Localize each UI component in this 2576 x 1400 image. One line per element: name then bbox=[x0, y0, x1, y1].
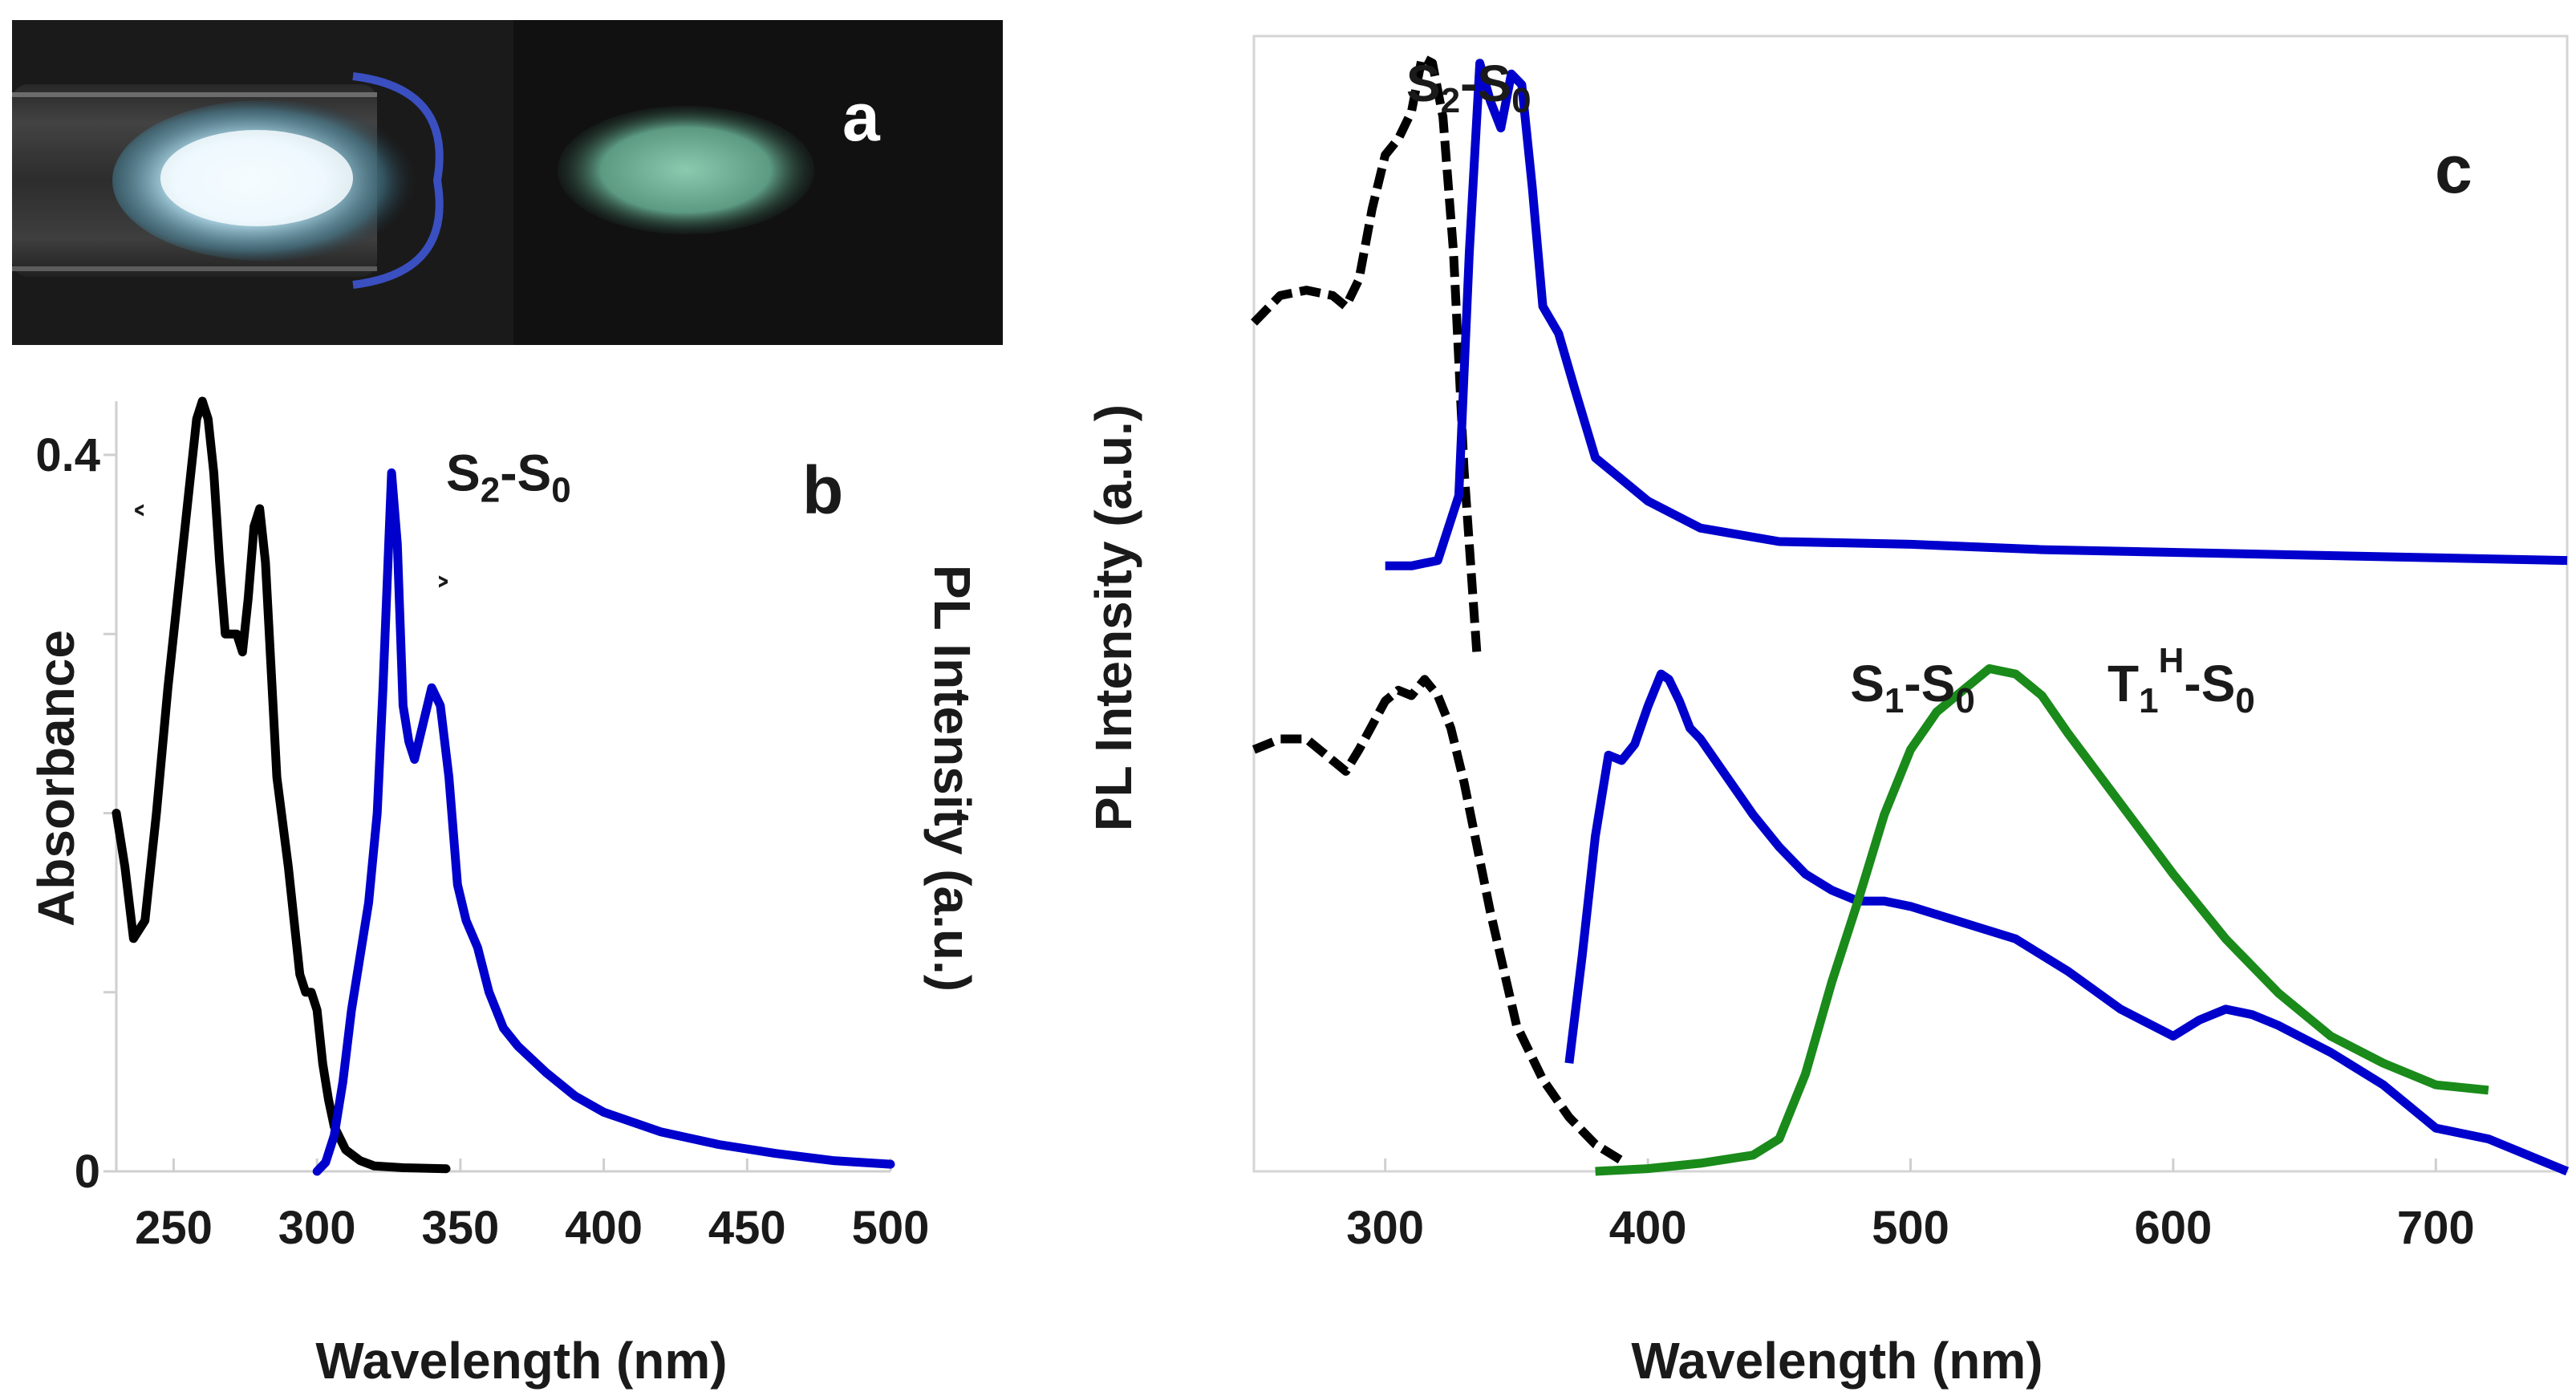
b-x-tick-label: 350 bbox=[421, 1202, 499, 1254]
c-annotation-1-sub2: 0 bbox=[1511, 81, 1531, 120]
c-annotation-1: S2-S0 bbox=[1406, 55, 1531, 120]
c-annotation-3-base: T bbox=[2107, 655, 2139, 712]
c-series-emission-t1h-s0 bbox=[1595, 663, 2489, 1176]
glowing-powder-core bbox=[160, 130, 353, 226]
photo-panel: a bbox=[12, 20, 1003, 345]
b-series-pl-s2-s0 bbox=[312, 468, 895, 1176]
b-y-axis-title-right: PL Intensity (a.u.) bbox=[923, 565, 981, 992]
panel-label-a: a bbox=[842, 79, 881, 155]
b-y-axis-title-left: Absorbance bbox=[27, 630, 85, 927]
c-x-tick-label: 300 bbox=[1346, 1202, 1424, 1254]
c-annotation-3-mid: -S bbox=[2184, 655, 2235, 712]
c-series-emission-s2-s0 bbox=[1385, 59, 2568, 570]
c-x-axis-title: Wavelength (nm) bbox=[1631, 1332, 2043, 1390]
b-series-absorbance bbox=[112, 396, 451, 1174]
c-annotation-3-sub2: 0 bbox=[2235, 681, 2254, 720]
b-annotation-1-mid: -S bbox=[500, 444, 551, 502]
b-x-tick-label: 400 bbox=[565, 1202, 643, 1254]
c-annotation-2-sub1: 1 bbox=[1884, 681, 1904, 720]
c-y-axis-title: PL Intensity (a.u.) bbox=[1085, 404, 1142, 831]
b-annotation-1: S2-S0 bbox=[446, 444, 571, 510]
c-annotation-3: T1H-S0 bbox=[2107, 641, 2255, 720]
c-annotation-3-sub1: 1 bbox=[2139, 681, 2158, 720]
c-series-excitation-lower bbox=[1251, 675, 1625, 1165]
b-x-axis-title: Wavelength (nm) bbox=[315, 1332, 727, 1390]
b-x-tick-label: 300 bbox=[278, 1202, 356, 1254]
c-annotation-2-base: S bbox=[1850, 655, 1884, 712]
c-series-emission-s1-s0 bbox=[1564, 669, 2570, 1176]
c-annotation-2: S1-S0 bbox=[1850, 655, 1975, 720]
tube-end-glow bbox=[352, 72, 444, 289]
c-x-tick-label: 400 bbox=[1609, 1202, 1687, 1254]
b-axis-arrow-1: ˂ bbox=[130, 501, 148, 544]
b-annotation-1-sub1: 2 bbox=[481, 471, 500, 510]
c-x-tick-label: 700 bbox=[2397, 1202, 2475, 1254]
c-x-tick-label: 600 bbox=[2135, 1202, 2213, 1254]
c-annotation-2-sub2: 0 bbox=[1955, 681, 1974, 720]
c-x-tick-label: 500 bbox=[1872, 1202, 1949, 1254]
b-x-tick-label: 450 bbox=[708, 1202, 786, 1254]
c-annotation-1-sub1: 2 bbox=[1441, 81, 1460, 120]
b-axis-arrow-2: ˃ bbox=[434, 573, 452, 616]
b-x-tick-label: 500 bbox=[852, 1202, 930, 1254]
b-y-tick-label: 0.4 bbox=[35, 429, 100, 481]
c-series-excitation-upper bbox=[1251, 53, 1482, 659]
b-annotation-1-base: S bbox=[446, 444, 481, 502]
b-x-tick-label: 250 bbox=[135, 1202, 213, 1254]
c-annotation-1-mid: -S bbox=[1460, 55, 1511, 112]
c-annotation-1-base: S bbox=[1406, 55, 1441, 112]
c-annotation-3-sup: H bbox=[2159, 641, 2185, 680]
b-y-tick-label: 0 bbox=[75, 1146, 100, 1198]
c-annotation-2-mid: -S bbox=[1904, 655, 1955, 712]
b-annotation-1-sub2: 0 bbox=[551, 471, 570, 510]
glowing-powder-right bbox=[558, 106, 814, 234]
panel-label-c: c bbox=[2435, 132, 2473, 207]
panel-label-b: b bbox=[802, 452, 843, 528]
